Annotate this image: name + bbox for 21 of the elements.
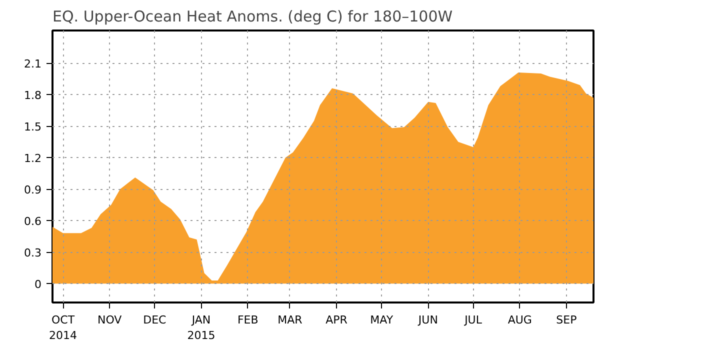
chart-title: EQ. Upper-Ocean Heat Anoms. (deg C) for 180–100W (52, 8, 453, 26)
x-tick-label: APR (326, 314, 348, 326)
y-tick-label: 1.5 (24, 120, 42, 134)
y-tick-label: 0.6 (24, 215, 42, 228)
x-tick-label: JUL (464, 314, 483, 326)
x-tick-label: MAR (278, 314, 303, 326)
y-tick-label: 1.2 (24, 152, 42, 166)
x-tick-label: DEC (143, 314, 167, 326)
y-tick-label: 0.9 (24, 184, 42, 197)
x-tick-label: MAY (370, 314, 394, 326)
x-tick-label: FEB (237, 314, 258, 326)
y-tick-label: 0.3 (24, 246, 42, 260)
x-tick-label: JAN 2015 (187, 314, 216, 342)
x-tick-label: SEP (556, 314, 578, 326)
x-tick-label: NOV (97, 314, 122, 326)
y-tick-label: 0 (34, 278, 42, 292)
x-tick-label: OCT 2014 (49, 314, 78, 342)
x-tick-label: JUN (417, 314, 438, 326)
y-tick-label: 2.1 (24, 58, 42, 71)
y-tick-label: 1.8 (24, 89, 42, 102)
x-tick-label: AUG (508, 314, 532, 326)
